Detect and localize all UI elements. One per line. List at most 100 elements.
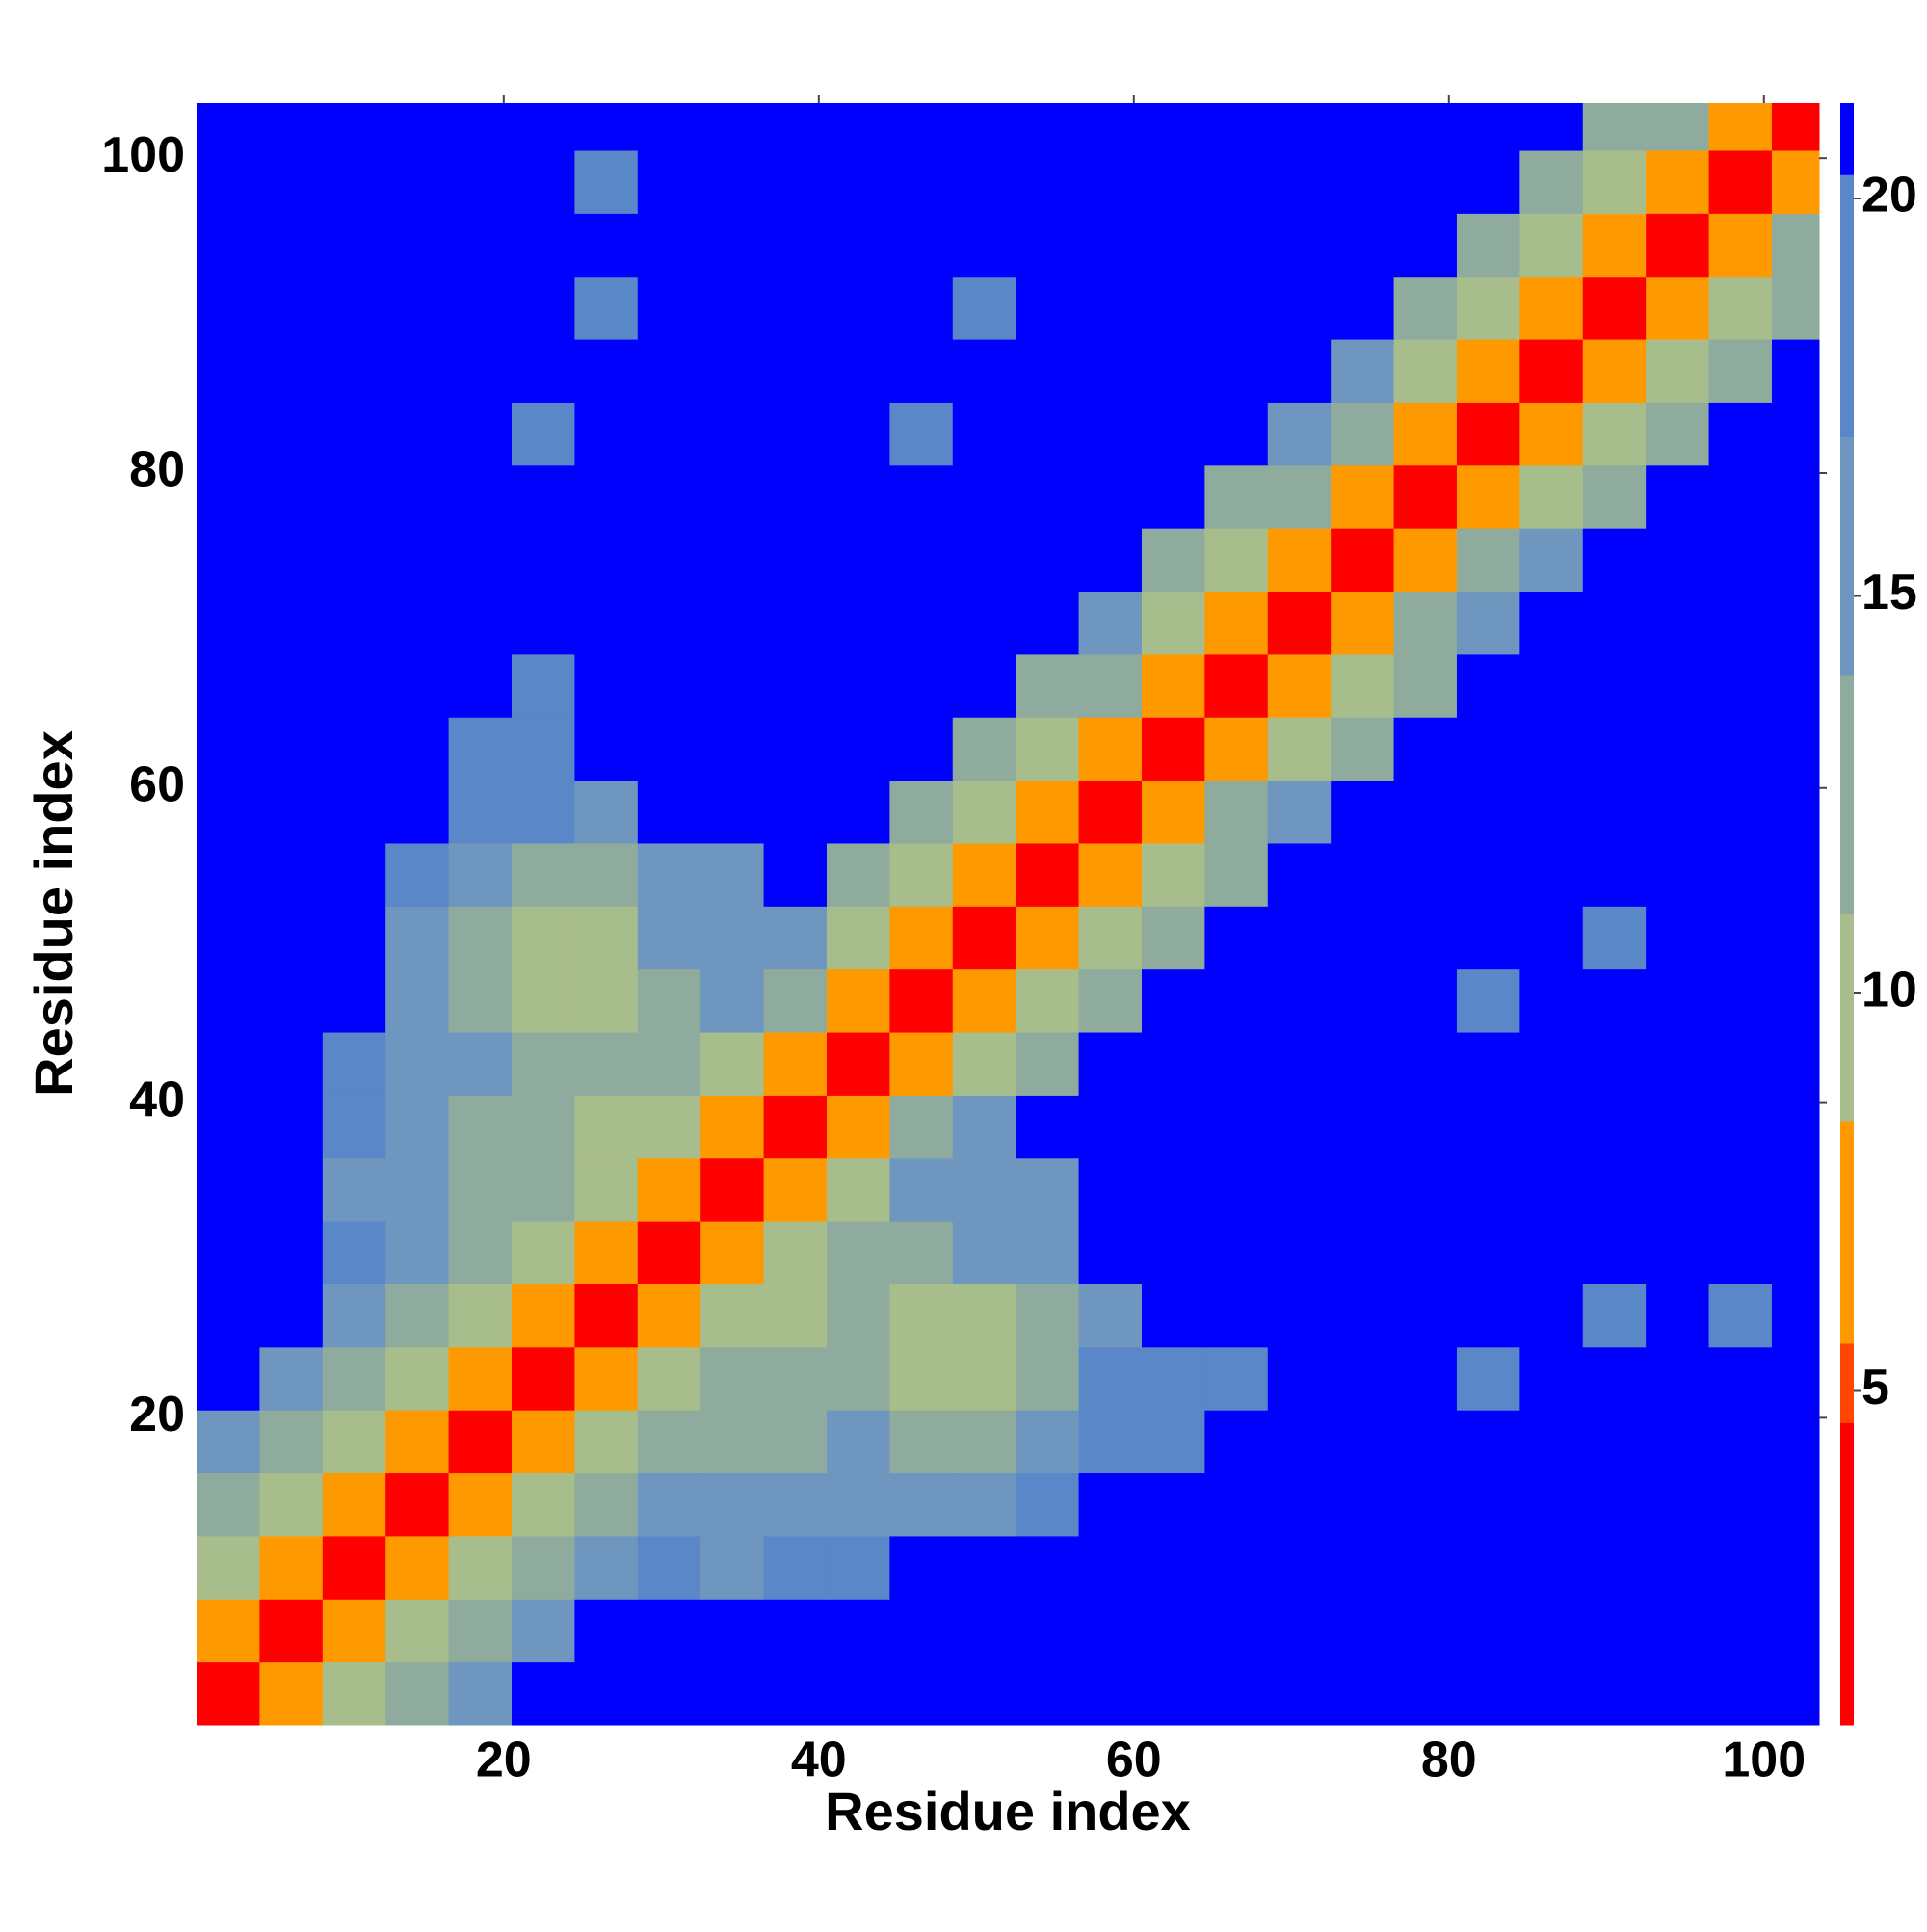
heatmap-cell: [1708, 1661, 1773, 1726]
heatmap-cell: [1582, 968, 1647, 1033]
heatmap-cell: [763, 339, 828, 403]
heatmap-cell: [763, 1599, 828, 1663]
heatmap-cell: [511, 1661, 575, 1726]
colorbar-segment: [1840, 913, 1854, 1122]
heatmap-cell: [1456, 1535, 1520, 1600]
heatmap-cell: [826, 968, 890, 1033]
heatmap-cell: [1016, 1284, 1080, 1348]
heatmap-cell: [574, 528, 639, 593]
heatmap-cell: [1267, 842, 1332, 907]
heatmap-cell: [763, 1410, 828, 1474]
heatmap-cell: [385, 653, 450, 718]
heatmap-cell: [637, 842, 701, 907]
heatmap-cell: [1078, 1661, 1143, 1726]
heatmap-cell: [1771, 103, 1820, 151]
heatmap-cell: [889, 1221, 954, 1284]
heatmap-cell: [1078, 1157, 1143, 1222]
heatmap-cell: [952, 339, 1016, 403]
heatmap-cell: [1331, 591, 1395, 655]
heatmap-cell: [1646, 150, 1710, 214]
heatmap-cell: [952, 780, 1016, 844]
heatmap-cell: [385, 528, 450, 593]
heatmap-cell: [1456, 1346, 1520, 1411]
heatmap-cell: [574, 1346, 639, 1411]
heatmap-cell: [259, 1410, 324, 1474]
heatmap-cell: [1519, 968, 1584, 1033]
heatmap-cell: [826, 1410, 890, 1474]
heatmap-cell: [1456, 1599, 1520, 1663]
heatmap-cell: [700, 1032, 765, 1096]
heatmap-cell: [1582, 1346, 1647, 1411]
heatmap-cell: [1393, 1095, 1458, 1159]
heatmap-cell: [889, 339, 954, 403]
heatmap-cell: [197, 213, 260, 278]
heatmap-cell: [448, 591, 513, 655]
heatmap-cell: [1078, 528, 1143, 593]
heatmap-cell: [826, 1095, 890, 1159]
heatmap-cell: [952, 150, 1016, 214]
heatmap-cell: [1519, 1284, 1584, 1348]
heatmap-cell: [1267, 339, 1332, 403]
heatmap-cell: [511, 464, 575, 529]
heatmap-cell: [322, 1599, 386, 1663]
heatmap-cell: [637, 653, 701, 718]
heatmap-cell: [322, 906, 386, 970]
heatmap-cell: [1456, 717, 1520, 781]
heatmap-cell: [1646, 1095, 1710, 1159]
heatmap-cell: [259, 717, 324, 781]
heatmap-cell: [1393, 1284, 1458, 1348]
heatmap-cell: [385, 1095, 450, 1159]
heatmap-cell: [637, 464, 701, 529]
heatmap-cell: [1771, 402, 1820, 466]
heatmap-cell: [1582, 906, 1647, 970]
heatmap-cell: [1456, 339, 1520, 403]
heatmap-cell: [826, 1157, 890, 1222]
heatmap-cell: [1708, 103, 1773, 151]
heatmap-cell: [1331, 213, 1395, 278]
heatmap-cell: [1582, 150, 1647, 214]
heatmap-cell: [952, 1661, 1016, 1726]
y-tick-label: 40: [129, 1072, 185, 1127]
heatmap-cell: [1078, 591, 1143, 655]
heatmap-cell: [1582, 528, 1647, 593]
heatmap-cell: [1141, 150, 1205, 214]
heatmap-cell: [1078, 968, 1143, 1033]
heatmap-cell: [511, 1599, 575, 1663]
heatmap-cell: [322, 1472, 386, 1537]
heatmap-cell: [322, 464, 386, 529]
heatmap-cell: [637, 1472, 701, 1537]
heatmap-cell: [952, 464, 1016, 529]
heatmap-cell: [1708, 1346, 1773, 1411]
heatmap-cell: [1016, 653, 1080, 718]
heatmap-cell: [574, 339, 639, 403]
heatmap-cell: [889, 1346, 954, 1411]
heatmap-cell: [1708, 1535, 1773, 1600]
heatmap-cell: [1771, 653, 1820, 718]
heatmap-cell: [1646, 653, 1710, 718]
heatmap-cell: [1393, 1535, 1458, 1600]
heatmap-cell: [889, 464, 954, 529]
heatmap-cell: [763, 906, 828, 970]
heatmap-cell: [197, 591, 260, 655]
heatmap-cell: [574, 276, 639, 340]
heatmap-cell: [448, 1157, 513, 1222]
heatmap-cell: [1646, 906, 1710, 970]
heatmap-cell: [1519, 339, 1584, 403]
heatmap-cell: [1771, 1346, 1820, 1411]
heatmap-cell: [511, 1157, 575, 1222]
heatmap-cell: [1267, 591, 1332, 655]
heatmap-cell: [1016, 780, 1080, 844]
heatmap-cell: [1393, 1157, 1458, 1222]
heatmap-cell: [1646, 464, 1710, 529]
y-axis-title: Residue index: [23, 730, 84, 1097]
heatmap-cell: [1331, 968, 1395, 1033]
heatmap-cell: [1078, 402, 1143, 466]
heatmap-cell: [1708, 464, 1773, 529]
heatmap-cell: [952, 213, 1016, 278]
heatmap-cell: [1016, 1599, 1080, 1663]
heatmap-cell: [1393, 339, 1458, 403]
heatmap-cell: [322, 1410, 386, 1474]
heatmap-cell: [448, 464, 513, 529]
heatmap-cell: [1141, 906, 1205, 970]
heatmap-cell: [1141, 1032, 1205, 1096]
